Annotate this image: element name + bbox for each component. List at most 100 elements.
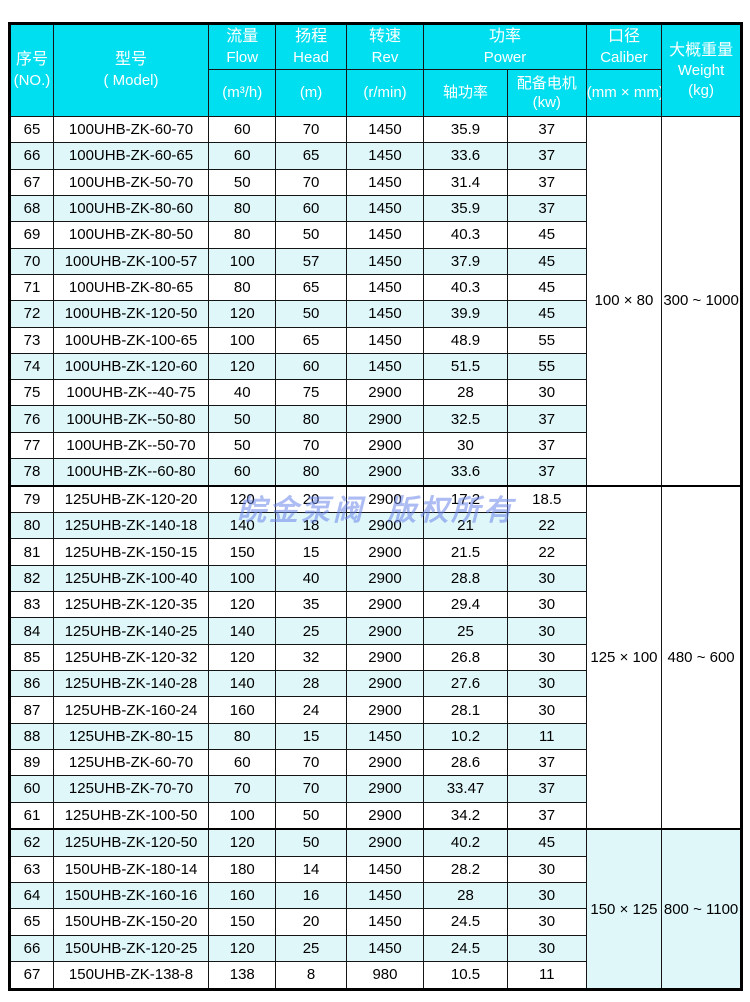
cell-model: 125UHB-ZK-70-70 (52, 775, 210, 803)
cell-rev: 980 (345, 960, 425, 991)
cell-shaft-power: 28.2 (423, 855, 508, 884)
cell-rev: 2900 (345, 379, 425, 407)
cell-shaft-power: 40.3 (423, 221, 508, 249)
cell-model: 125UHB-ZK-150-15 (52, 538, 210, 566)
cell-motor-power: 30 (506, 934, 587, 962)
cell-flow: 80 (208, 221, 277, 249)
cell-head: 70 (275, 168, 347, 196)
cell-flow: 80 (208, 722, 277, 750)
cell-caliber: 150 × 125 (585, 828, 663, 991)
cell-head: 35 (275, 591, 347, 619)
table-row: 84 125UHB-ZK-140-25 140 25 2900 25 30 (9, 617, 742, 645)
cell-motor-power: 30 (506, 379, 587, 407)
cell-head: 75 (275, 379, 347, 407)
table-row: 65 150UHB-ZK-150-20 150 20 1450 24.5 30 (9, 908, 742, 936)
cell-motor-power: 30 (506, 881, 587, 910)
cell-head: 57 (275, 247, 347, 275)
cell-shaft-power: 27.6 (423, 670, 508, 698)
cell-rev: 1450 (345, 273, 425, 302)
cell-shaft-power: 28.6 (423, 748, 508, 777)
header-model-en: ( Model) (103, 72, 159, 90)
cell-head: 32 (275, 643, 347, 672)
cell-no: 67 (9, 168, 54, 196)
header-caliber-unit: (mm × mm) (585, 69, 663, 117)
cell-no: 73 (9, 326, 54, 354)
cell-head: 65 (275, 326, 347, 354)
cell-no: 82 (9, 564, 54, 593)
cell-motor-power: 37 (506, 431, 587, 460)
cell-shaft-power: 48.9 (423, 326, 508, 354)
cell-rev: 2900 (345, 591, 425, 619)
header-motor-zh: 配备电机 (516, 74, 577, 92)
table-row: 76 100UHB-ZK--50-80 50 80 2900 32.5 37 (9, 405, 742, 433)
cell-rev: 1450 (345, 326, 425, 354)
cell-rev: 1450 (345, 142, 425, 170)
cell-rev: 2900 (345, 775, 425, 803)
header-power-zh: 功率 (489, 27, 522, 45)
table-row: 66 150UHB-ZK-120-25 120 25 1450 24.5 30 (9, 934, 742, 962)
cell-no: 66 (9, 934, 54, 962)
cell-flow: 150 (208, 908, 277, 936)
cell-model: 100UHB-ZK-120-50 (52, 300, 210, 328)
cell-model: 125UHB-ZK-120-50 (52, 828, 210, 857)
table-row: 88 125UHB-ZK-80-15 80 15 1450 10.2 11 (9, 722, 742, 750)
cell-flow: 60 (208, 142, 277, 170)
cell-flow: 140 (208, 617, 277, 645)
cell-shaft-power: 28 (423, 379, 508, 407)
header-weight-zh: 大概重量 (669, 41, 734, 59)
table-row: 67 150UHB-ZK-138-8 138 8 980 10.5 11 (9, 960, 742, 991)
header-no-en: (NO.) (13, 72, 51, 90)
header-weight-unit: (kg) (688, 81, 714, 99)
cell-head: 50 (275, 801, 347, 830)
cell-model: 100UHB-ZK--50-70 (52, 431, 210, 460)
cell-no: 62 (9, 828, 54, 857)
header-no-zh: 序号 (15, 51, 48, 69)
cell-no: 80 (9, 512, 54, 540)
cell-rev: 1450 (345, 908, 425, 936)
cell-model: 100UHB-ZK-120-60 (52, 352, 210, 381)
table-row: 61 125UHB-ZK-100-50 100 50 2900 34.2 37 (9, 801, 742, 830)
header-rev: 转速 Rev (345, 23, 425, 70)
cell-shaft-power: 37.9 (423, 247, 508, 275)
cell-model: 100UHB-ZK-80-50 (52, 221, 210, 249)
cell-rev: 1450 (345, 168, 425, 196)
cell-no: 64 (9, 881, 54, 910)
header-rev-zh: 转速 (368, 27, 401, 45)
table-row: 85 125UHB-ZK-120-32 120 32 2900 26.8 30 (9, 643, 742, 672)
cell-motor-power: 45 (506, 221, 587, 249)
cell-rev: 1450 (345, 221, 425, 249)
cell-head: 50 (275, 221, 347, 249)
cell-flow: 120 (208, 352, 277, 381)
cell-flow: 40 (208, 379, 277, 407)
table-row: 89 125UHB-ZK-60-70 60 70 2900 28.6 37 (9, 748, 742, 777)
header-motor-power: 配备电机 (kw) (506, 69, 587, 117)
cell-motor-power: 30 (506, 696, 587, 724)
cell-flow: 140 (208, 512, 277, 540)
header-flow-unit: (m³/h) (208, 69, 277, 117)
cell-shaft-power: 24.5 (423, 934, 508, 962)
cell-no: 74 (9, 352, 54, 381)
cell-head: 28 (275, 670, 347, 698)
cell-no: 89 (9, 748, 54, 777)
cell-motor-power: 30 (506, 591, 587, 619)
cell-rev: 2900 (345, 512, 425, 540)
cell-motor-power: 45 (506, 300, 587, 328)
cell-motor-power: 45 (506, 828, 587, 857)
cell-weight: 480 ~ 600 (661, 484, 742, 830)
cell-motor-power: 11 (506, 960, 587, 991)
cell-motor-power: 37 (506, 194, 587, 223)
cell-shaft-power: 51.5 (423, 352, 508, 381)
cell-model: 100UHB-ZK-60-65 (52, 142, 210, 170)
cell-motor-power: 37 (506, 458, 587, 487)
cell-no: 71 (9, 273, 54, 302)
cell-flow: 60 (208, 458, 277, 487)
cell-flow: 80 (208, 273, 277, 302)
table-row: 64 150UHB-ZK-160-16 160 16 1450 28 30 (9, 881, 742, 910)
cell-flow: 100 (208, 326, 277, 354)
table-row: 71 100UHB-ZK-80-65 80 65 1450 40.3 45 (9, 273, 742, 302)
cell-rev: 2900 (345, 828, 425, 857)
header-caliber: 口径 Caliber (585, 23, 663, 70)
cell-shaft-power: 25 (423, 617, 508, 645)
cell-motor-power: 30 (506, 670, 587, 698)
cell-rev: 2900 (345, 405, 425, 433)
